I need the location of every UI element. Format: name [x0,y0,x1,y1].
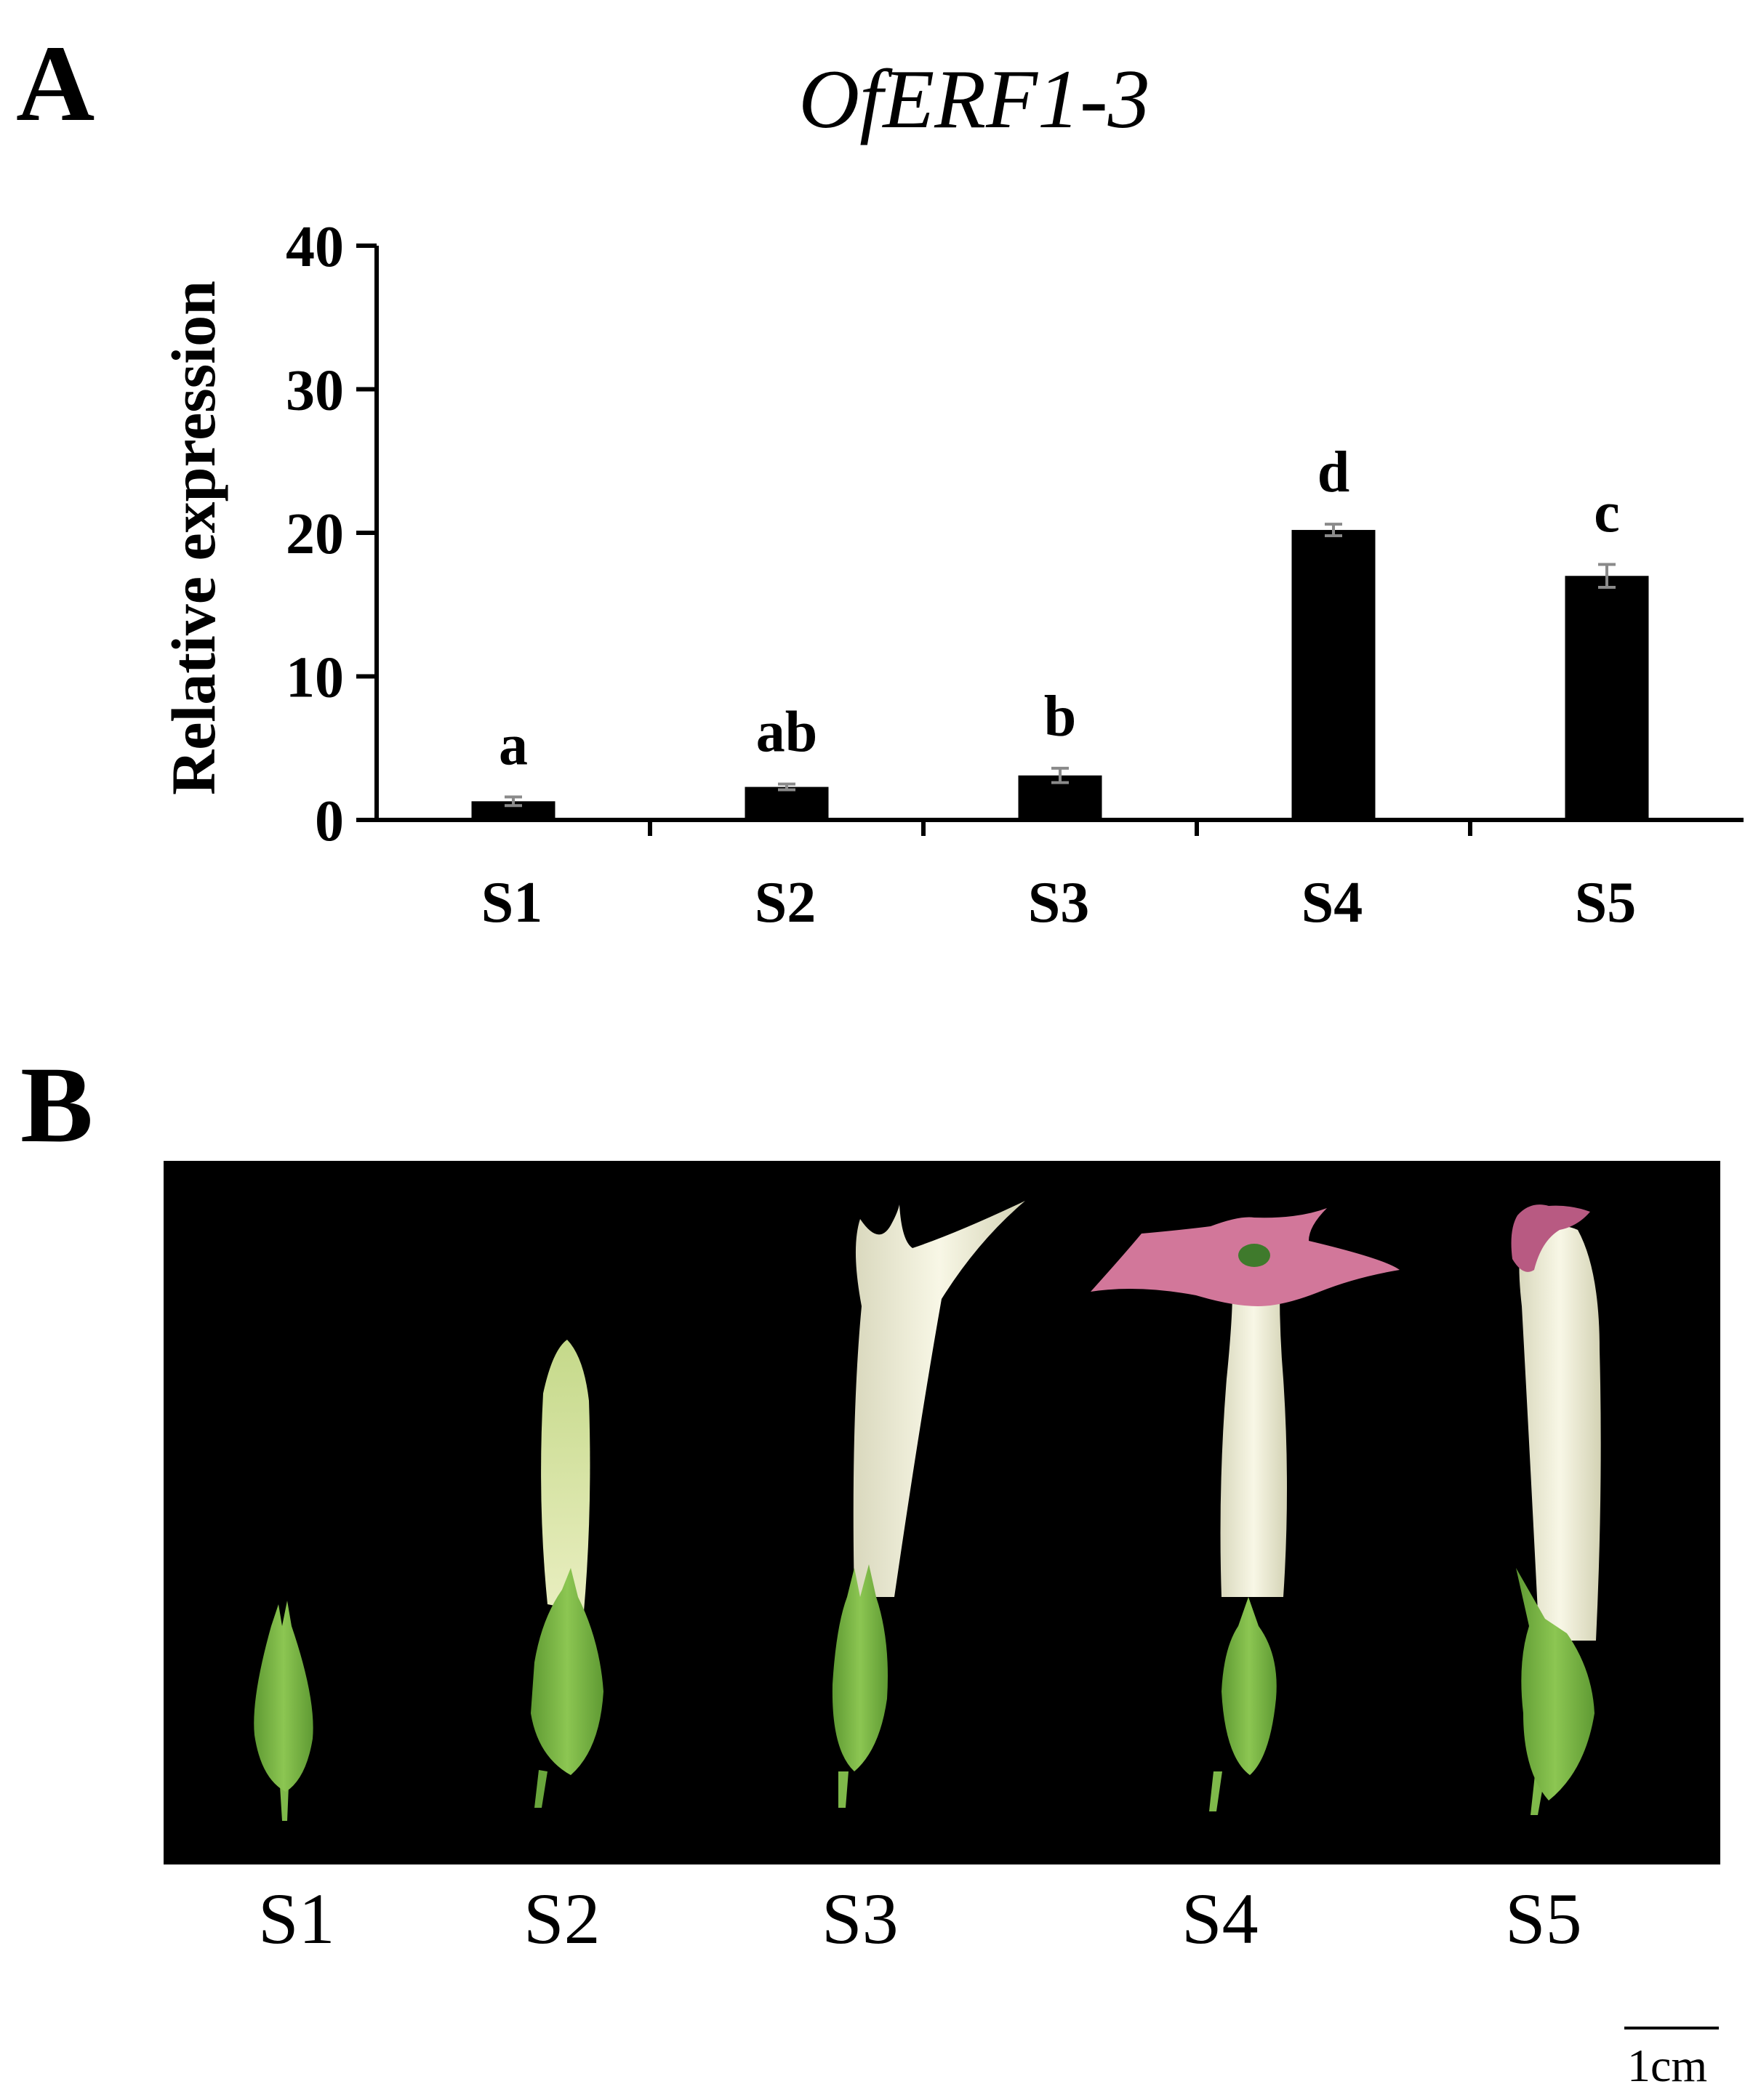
significance-label-s4: d [1317,440,1350,504]
flower-s2 [531,1340,603,1808]
stage-label-s3: S3 [822,1878,899,1959]
y-tick-label: 40 [286,215,344,279]
y-tick-label: 0 [315,789,344,853]
y-axis-label: Relative expression [159,281,228,795]
chart-bars [471,523,1649,820]
bar-s2 [745,787,829,820]
stage-label-s5: S5 [1505,1878,1582,1959]
bar-s5 [1565,576,1649,820]
flower-stages-photo [164,1161,1720,1864]
flower-illustration [254,1201,1601,1821]
stage-label-s2: S2 [524,1878,601,1959]
flower-s1 [254,1601,313,1821]
bar-chart: OfERF1-3 Relative expression 0 10 20 30 40 a S… [159,53,1744,935]
scale-bar-label: 1cm [1627,2040,1708,2091]
significance-label-s5: c [1594,480,1620,544]
stage-label-s1: S1 [258,1878,335,1959]
chart-labels: 0 10 20 30 40 a S1 ab S2 b S3 d S4 c S5 [286,215,1636,935]
bar-s4 [1291,530,1376,820]
y-tick-label: 20 [286,502,344,566]
flower-s4 [1091,1208,1400,1811]
significance-label-s2: ab [756,701,818,765]
stage-label-s4: S4 [1182,1878,1259,1959]
y-tick-label: 30 [286,359,344,423]
chart-title: OfERF1-3 [798,53,1150,146]
x-tick-label-s5: S5 [1575,871,1637,935]
scale-bar [1624,2027,1719,2029]
significance-label-s3: b [1044,685,1077,749]
x-tick-label-s4: S4 [1301,871,1363,935]
flower-s3 [832,1201,1025,1808]
x-tick-label-s2: S2 [755,871,817,935]
x-tick-label-s3: S3 [1028,871,1090,935]
panel-a-label: A [16,23,95,144]
significance-label-s1: a [499,713,528,777]
panel-b-label: B [20,1045,94,1165]
x-tick-label-s1: S1 [481,871,543,935]
y-tick-label: 10 [286,646,344,710]
flower-s5 [1511,1204,1601,1815]
